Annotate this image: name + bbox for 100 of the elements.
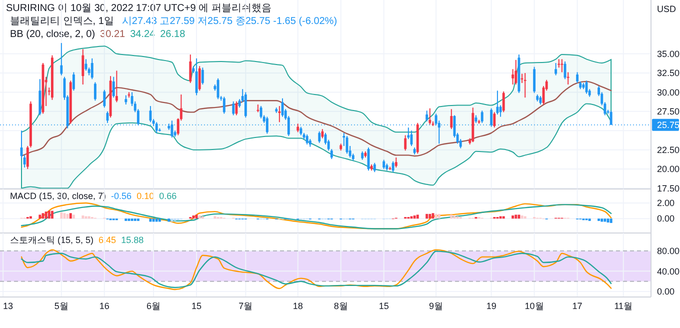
candlestick	[404, 134, 407, 152]
bar	[60, 212, 63, 219]
candlestick	[499, 104, 502, 118]
annotation: 0.66	[159, 191, 177, 201]
x-tick-label: 11월	[614, 301, 633, 311]
x-tick-label: 18	[292, 301, 303, 311]
candlestick	[514, 59, 518, 86]
text: 블래틸리티 인덱스, 1일	[10, 16, 114, 27]
candlestick	[426, 110, 428, 122]
annotation: 26.18	[160, 29, 186, 40]
bar	[69, 213, 72, 219]
candlestick	[103, 89, 106, 108]
x-tick-label: 10월	[524, 301, 544, 311]
candlestick	[560, 58, 564, 73]
candlestick	[428, 108, 432, 125]
bar	[434, 214, 438, 219]
bar	[512, 215, 514, 219]
candlestick	[124, 94, 128, 105]
chart-title: 스토캐스틱 (15, 5, 5)	[10, 235, 94, 245]
annotation: 15.88	[121, 235, 144, 245]
bar	[450, 214, 453, 219]
bar	[149, 218, 152, 222]
x-tick-label: 16	[99, 301, 110, 311]
bar	[600, 218, 604, 222]
x-tick-label: 15	[378, 301, 389, 311]
x-tick-label: 6월	[146, 301, 161, 311]
y-tick-label: 17.50	[657, 183, 680, 194]
annotation: 0.10	[136, 191, 154, 201]
y-tick-label: 27.50	[657, 106, 680, 117]
candlestick	[382, 159, 386, 170]
annotation: BB (20, close, 2, 0)	[10, 29, 96, 40]
candlestick	[106, 110, 109, 124]
x-tick-label: 8월	[334, 301, 348, 311]
y-tick-label: 0.00	[657, 214, 675, 224]
y-tick-label: 22.50	[657, 144, 680, 155]
candlestick	[201, 67, 204, 86]
bar	[416, 214, 419, 219]
bar	[198, 215, 201, 219]
candlestick	[115, 70, 118, 103]
candlestick	[195, 58, 198, 96]
candlestick	[189, 54, 192, 84]
bar	[604, 218, 606, 222]
candlestick	[26, 145, 29, 170]
bar	[195, 214, 198, 219]
candlestick	[306, 134, 308, 145]
candlestick	[493, 112, 496, 128]
candlestick	[321, 128, 324, 139]
candlestick	[392, 160, 394, 173]
candlestick	[450, 108, 453, 130]
y-axis-title: USD	[657, 4, 676, 14]
bar	[428, 214, 432, 219]
candlestick	[394, 157, 398, 168]
candlestick	[373, 162, 376, 173]
candlestick	[533, 66, 536, 94]
bar	[82, 215, 84, 219]
candlestick	[94, 82, 96, 102]
bar	[413, 215, 416, 219]
annotation: 시27.43 고27.59 저25.75 종25.75 -1.65 (-6.02%)	[122, 16, 338, 27]
bar	[72, 214, 75, 219]
y-tick-label: 0.00	[657, 286, 675, 297]
candlestick	[112, 76, 115, 98]
candlestick	[512, 68, 514, 86]
x-tick-label: 9월	[429, 301, 444, 311]
bar	[155, 218, 158, 222]
y-tick-label: 35.00	[657, 48, 680, 59]
candlestick	[216, 78, 220, 100]
bar	[518, 214, 520, 219]
y-tick-label: 20.00	[657, 164, 680, 174]
annotation: 6.45	[98, 235, 116, 245]
x-tick-label: 19	[486, 301, 496, 311]
y-tick-label: 40.00	[657, 266, 680, 276]
candlestick	[72, 72, 75, 92]
bar	[48, 210, 50, 219]
candlestick	[524, 72, 526, 98]
bar	[432, 213, 434, 219]
bar	[514, 214, 518, 219]
candlestick	[576, 72, 579, 84]
candlestick	[244, 92, 247, 118]
candlestick	[82, 48, 84, 86]
candlestick	[60, 42, 63, 76]
candlestick	[566, 72, 570, 86]
y-tick-label: 2.00	[657, 198, 675, 208]
candlestick	[149, 106, 152, 123]
y-tick-label: 80.00	[657, 246, 680, 256]
candlestick	[330, 148, 333, 160]
candlestick	[232, 100, 235, 116]
x-tick-label: 15	[192, 301, 202, 311]
bar	[168, 218, 170, 222]
line-series	[20, 80, 612, 157]
candlestick	[480, 110, 484, 124]
candlestick	[198, 66, 201, 92]
bar	[66, 214, 69, 219]
x-tick-label: 13	[2, 301, 14, 311]
bar	[610, 218, 612, 223]
bar	[453, 215, 456, 219]
annotation: -0.56	[111, 191, 132, 201]
bar	[44, 212, 48, 219]
candlestick	[318, 130, 321, 144]
bar	[38, 214, 42, 219]
ref-line-label: 25.75	[657, 120, 680, 130]
